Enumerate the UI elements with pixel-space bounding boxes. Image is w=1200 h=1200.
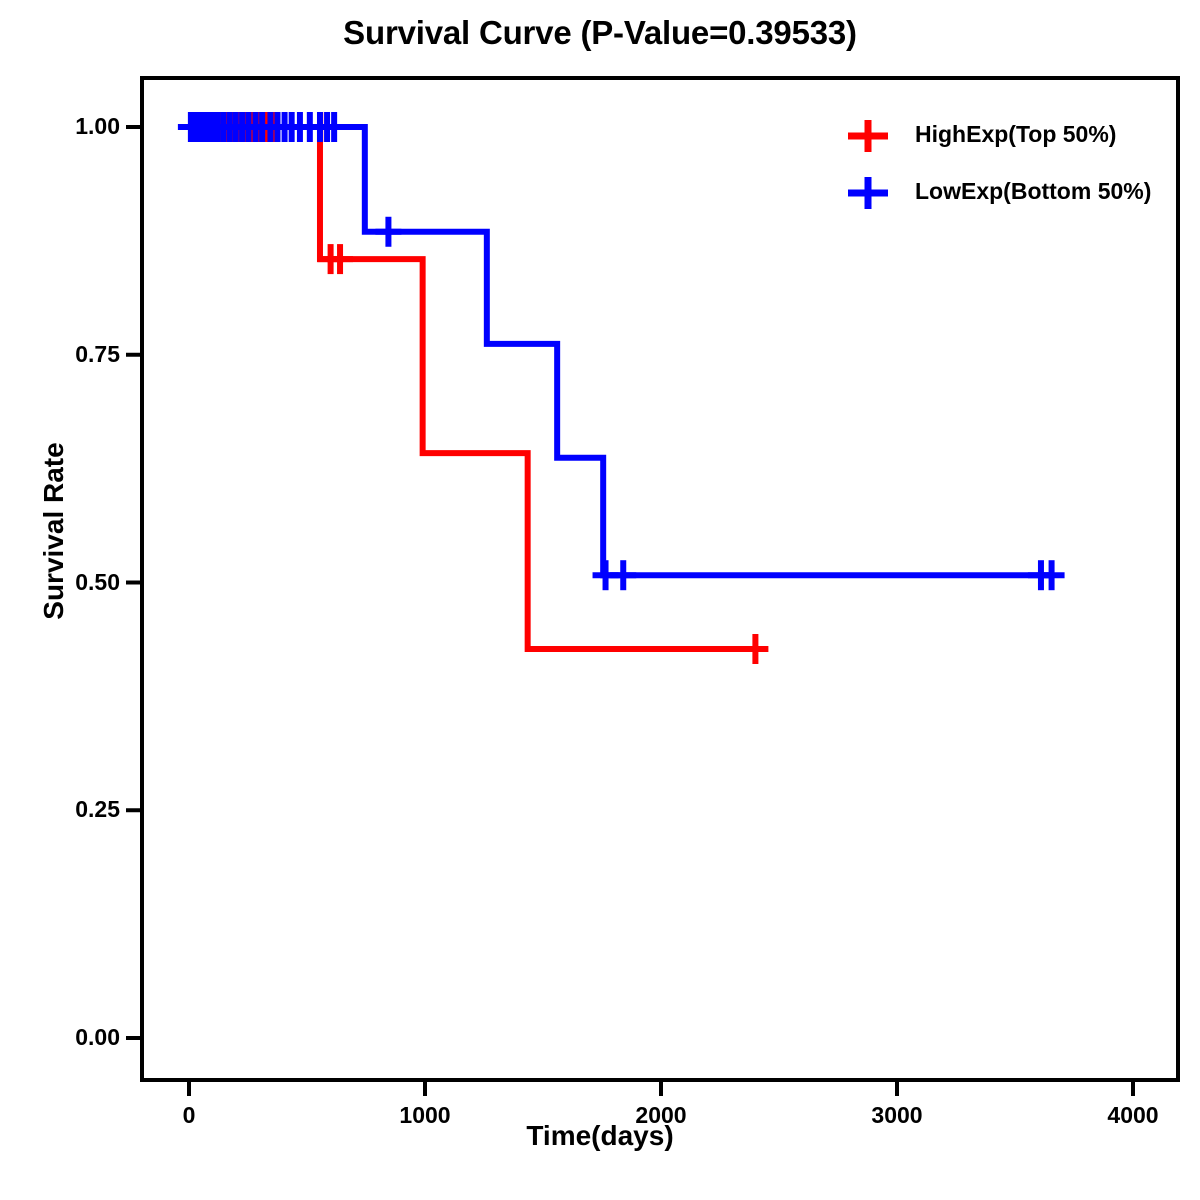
survival-series-layer <box>177 112 1065 665</box>
survival-step-line <box>189 124 1053 579</box>
legend-marker-layer <box>848 120 888 209</box>
survival-series <box>177 112 1065 591</box>
y-tick-label: 0.25 <box>75 796 120 823</box>
x-tick-label: 3000 <box>871 1102 923 1128</box>
axis-ticks <box>126 125 1135 1096</box>
plot-frame <box>140 76 1180 1082</box>
y-tick-label: 0.75 <box>75 340 120 367</box>
x-tick-label: 2000 <box>635 1102 687 1128</box>
survival-series <box>180 112 769 665</box>
y-tick-label: 1.00 <box>75 113 120 139</box>
x-axis-title: Time(days) <box>526 1120 674 1151</box>
y-tick-label: 0.00 <box>75 1024 120 1050</box>
y-tick-label: 0.50 <box>75 568 120 595</box>
legend-entry-label: HighExp(Top 50%) <box>915 121 1117 147</box>
x-tick-label: 4000 <box>1107 1102 1159 1128</box>
chart-title: Survival Curve (P-Value=0.39533) <box>343 14 857 51</box>
x-tick-label: 0 <box>182 1102 196 1128</box>
x-tick-label: 1000 <box>399 1102 451 1128</box>
plot-border <box>140 76 1180 1082</box>
legend-entry-label: LowExp(Bottom 50%) <box>915 178 1152 204</box>
survival-step-line <box>189 124 756 653</box>
